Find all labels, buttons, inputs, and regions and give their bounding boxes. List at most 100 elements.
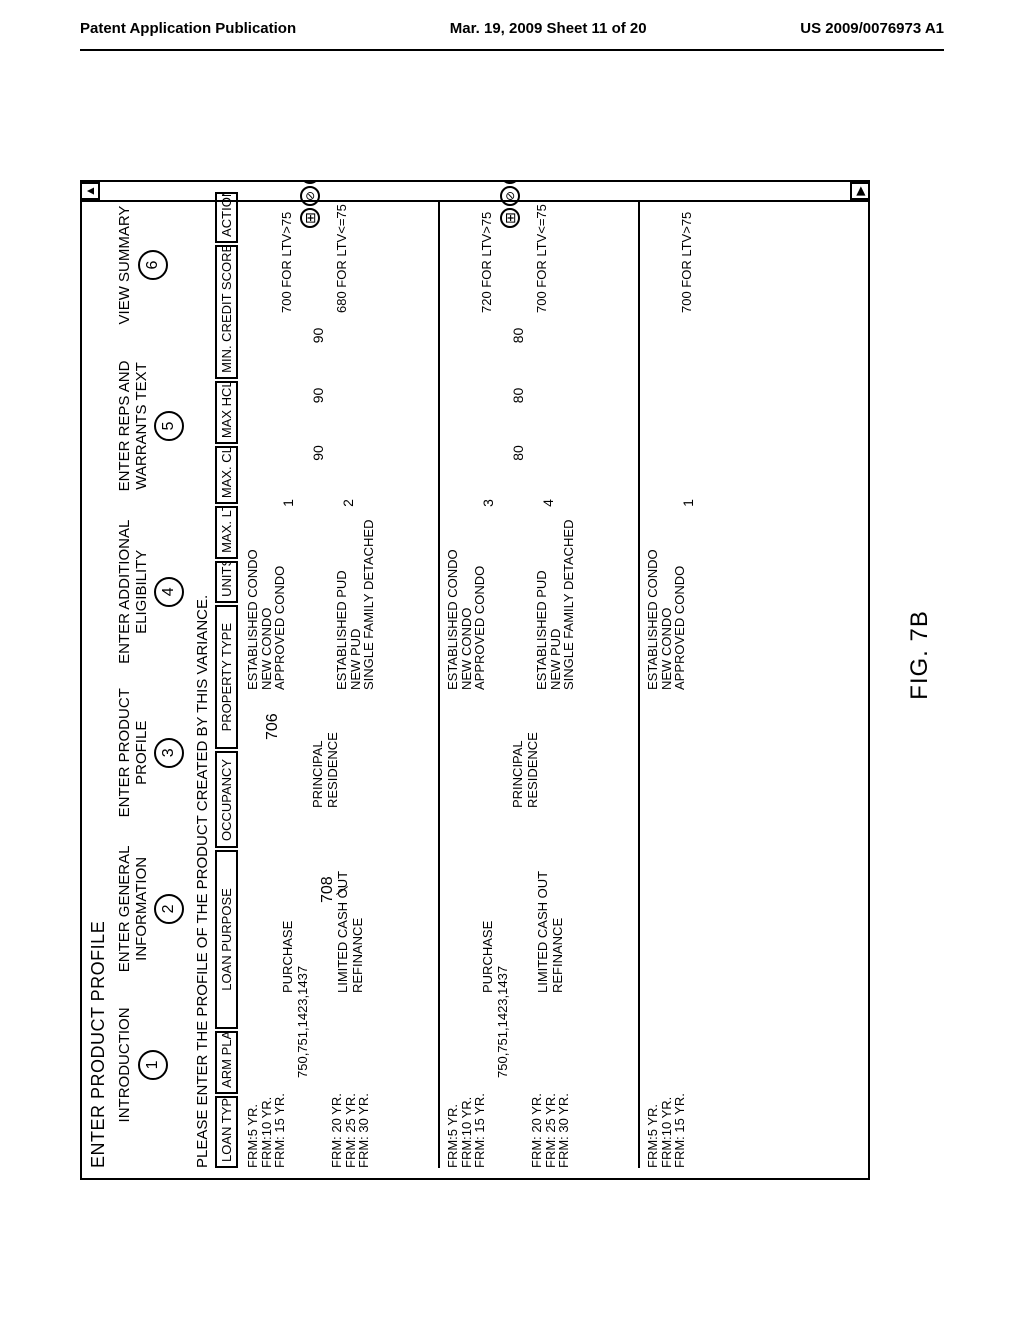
profile-row-group-1: FRM:5 YR. FRM:10 YR. FRM: 15 YR. 750,751… <box>240 192 440 1168</box>
property-value: NEW CONDO <box>260 515 274 690</box>
purpose-cell-1b: LIMITED CASH OUT REFINANCE <box>335 793 365 993</box>
property-value: ESTABLISHED PUD <box>335 515 349 690</box>
property-value: SINGLE FAMILY DETACHED <box>362 515 376 690</box>
loan-type-cell-2b: FRM: 20 YR. FRM: 25 YR. FRM: 30 YR. <box>530 1088 571 1168</box>
loan-type-cell-1b: FRM: 20 YR. FRM: 25 YR. FRM: 30 YR. <box>330 1088 371 1168</box>
loan-type-value: FRM: 30 YR. <box>357 1088 371 1168</box>
hcltv-cell-2: 80 <box>510 308 526 363</box>
page-header: Patent Application Publication Mar. 19, … <box>0 0 1024 45</box>
loan-type-cell-3a: FRM:5 YR. FRM:10 YR. FRM: 15 YR. <box>646 1088 687 1168</box>
units-cell-1a: 1 <box>280 483 296 523</box>
step-2-number: 2 <box>154 894 184 924</box>
step-3-label1: ENTER PRODUCT <box>117 680 134 826</box>
profile-row-group-3: FRM:5 YR. FRM:10 YR. FRM: 15 YR. ESTABLI… <box>640 192 800 1168</box>
wizard-steps: INTRODUCTION 1 ENTER GENERAL INFORMATION… <box>111 182 186 1178</box>
property-value: APPROVED CONDO <box>673 515 687 690</box>
scroll-up-icon[interactable]: ▲ <box>80 182 100 200</box>
header-left: Patent Application Publication <box>80 20 296 37</box>
product-profile-window: ENTER PRODUCT PROFILE INTRODUCTION 1 ENT… <box>80 180 870 1180</box>
step-3[interactable]: ENTER PRODUCT PROFILE 3 <box>117 680 184 826</box>
step-4[interactable]: ENTER ADDITIONAL ELIGIBILITY 4 <box>117 514 184 670</box>
property-value: ESTABLISHED CONDO <box>646 515 660 690</box>
loan-type-value: FRM:5 YR. <box>246 1088 260 1168</box>
loan-type-value: FRM:5 YR. <box>446 1088 460 1168</box>
property-value: SINGLE FAMILY DETACHED <box>562 515 576 690</box>
col-loan-type: LOAN TYPE <box>215 1096 238 1168</box>
step-4-label2: ELIGIBILITY <box>134 514 151 670</box>
hcltv-cell-1: 90 <box>310 308 326 363</box>
loan-type-cell-2a: FRM:5 YR. FRM:10 YR. FRM: 15 YR. <box>446 1088 487 1168</box>
ltv-cell-1: 90 <box>310 428 326 478</box>
units-cell-2b: 4 <box>540 483 556 523</box>
step-5-label2: WARRANTS TEXT <box>134 348 151 504</box>
ltv-cell-2: 80 <box>510 428 526 478</box>
header-right: US 2009/0076973 A1 <box>800 20 944 37</box>
step-2-label1: ENTER GENERAL <box>117 836 134 982</box>
property-value: NEW PUD <box>349 515 363 690</box>
step-5[interactable]: ENTER REPS AND WARRANTS TEXT 5 <box>117 348 184 504</box>
property-cell-2b: ESTABLISHED PUD NEW PUD SINGLE FAMILY DE… <box>535 515 576 690</box>
property-value: APPROVED CONDO <box>473 515 487 690</box>
copy-icon[interactable] <box>500 208 520 228</box>
arm-plan-cell-1: 750,751,1423,1437 <box>295 966 310 1078</box>
property-cell-1b: ESTABLISHED PUD NEW PUD SINGLE FAMILY DE… <box>335 515 376 690</box>
col-property-type: PROPERTY TYPE <box>215 605 238 750</box>
units-cell-1b: 2 <box>340 483 356 523</box>
property-cell-1a: ESTABLISHED CONDO NEW CONDO APPROVED CON… <box>246 515 287 690</box>
col-loan-purpose: LOAN PURPOSE <box>215 850 238 1028</box>
copy-icon[interactable] <box>300 208 320 228</box>
vertical-scrollbar[interactable]: ▲ ▶ <box>82 182 868 202</box>
step-6-label1: VIEW SUMMARY <box>117 192 134 338</box>
col-occupancy: OCCUPANCY <box>215 752 238 849</box>
loan-type-value: FRM:10 YR. <box>660 1088 674 1168</box>
col-arm-plan: ARM PLAN <box>215 1031 238 1094</box>
loan-type-value: FRM: 20 YR. <box>530 1088 544 1168</box>
step-1-number: 1 <box>138 1050 168 1080</box>
units-cell-3a: 1 <box>680 483 696 523</box>
step-5-number: 5 <box>154 411 184 441</box>
loan-type-cell-1a: FRM:5 YR. FRM:10 YR. FRM: 15 YR. <box>246 1088 287 1168</box>
arm-plan-cell-2: 750,751,1423,1437 <box>495 966 510 1078</box>
profile-row-group-2: FRM:5 YR. FRM:10 YR. FRM: 15 YR. 750,751… <box>440 192 640 1168</box>
header-center: Mar. 19, 2009 Sheet 11 of 20 <box>450 20 647 37</box>
scroll-down-icon[interactable]: ▶ <box>850 182 870 200</box>
purpose-cell-2a: PURCHASE <box>480 793 495 993</box>
figure-caption: FIG. 7B <box>906 130 934 1180</box>
step-6-number: 6 <box>138 250 168 280</box>
cltv-cell-2: 80 <box>510 368 526 423</box>
instruction-text: PLEASE ENTER THE PROFILE OF THE PRODUCT … <box>186 182 213 1178</box>
col-max-cltv: MAX. CLTV <box>215 446 238 504</box>
cltv-cell-1: 90 <box>310 368 326 423</box>
header-rule <box>80 49 944 51</box>
property-value: APPROVED CONDO <box>273 515 287 690</box>
step-6[interactable]: VIEW SUMMARY 6 <box>117 192 184 338</box>
step-2[interactable]: ENTER GENERAL INFORMATION 2 <box>117 836 184 982</box>
step-3-label2: PROFILE <box>134 680 151 826</box>
step-1-label1: INTRODUCTION <box>117 992 134 1138</box>
purpose-cell-2b: LIMITED CASH OUT REFINANCE <box>535 793 565 993</box>
units-cell-2a: 3 <box>480 483 496 523</box>
loan-type-value: FRM: 15 YR. <box>273 1088 287 1168</box>
loan-type-value: FRM: 30 YR. <box>557 1088 571 1168</box>
table-header-row: LOAN TYPE ARM PLAN LOAN PURPOSE OCCUPANC… <box>213 182 240 1178</box>
step-2-label2: INFORMATION <box>134 836 151 982</box>
step-5-label1: ENTER REPS AND <box>117 348 134 504</box>
loan-type-value: FRM:5 YR. <box>646 1088 660 1168</box>
purpose-cell-1a: PURCHASE <box>280 793 295 993</box>
property-value: NEW CONDO <box>460 515 474 690</box>
window-title: ENTER PRODUCT PROFILE <box>82 182 111 1178</box>
step-4-label1: ENTER ADDITIONAL <box>117 514 134 670</box>
loan-type-value: FRM:10 YR. <box>260 1088 274 1168</box>
profile-grid-body: FRM:5 YR. FRM:10 YR. FRM: 15 YR. 750,751… <box>240 182 800 1178</box>
property-value: ESTABLISHED PUD <box>535 515 549 690</box>
property-value: NEW PUD <box>549 515 563 690</box>
loan-type-value: FRM: 20 YR. <box>330 1088 344 1168</box>
col-max-ltv: MAX. LTV <box>215 506 238 559</box>
step-1[interactable]: INTRODUCTION 1 <box>117 992 184 1138</box>
loan-type-value: FRM:10 YR. <box>460 1088 474 1168</box>
loan-type-value: FRM: 25 YR. <box>344 1088 358 1168</box>
step-4-number: 4 <box>154 577 184 607</box>
loan-type-value: FRM: 15 YR. <box>673 1088 687 1168</box>
property-value: ESTABLISHED CONDO <box>246 515 260 690</box>
property-value: ESTABLISHED CONDO <box>446 515 460 690</box>
